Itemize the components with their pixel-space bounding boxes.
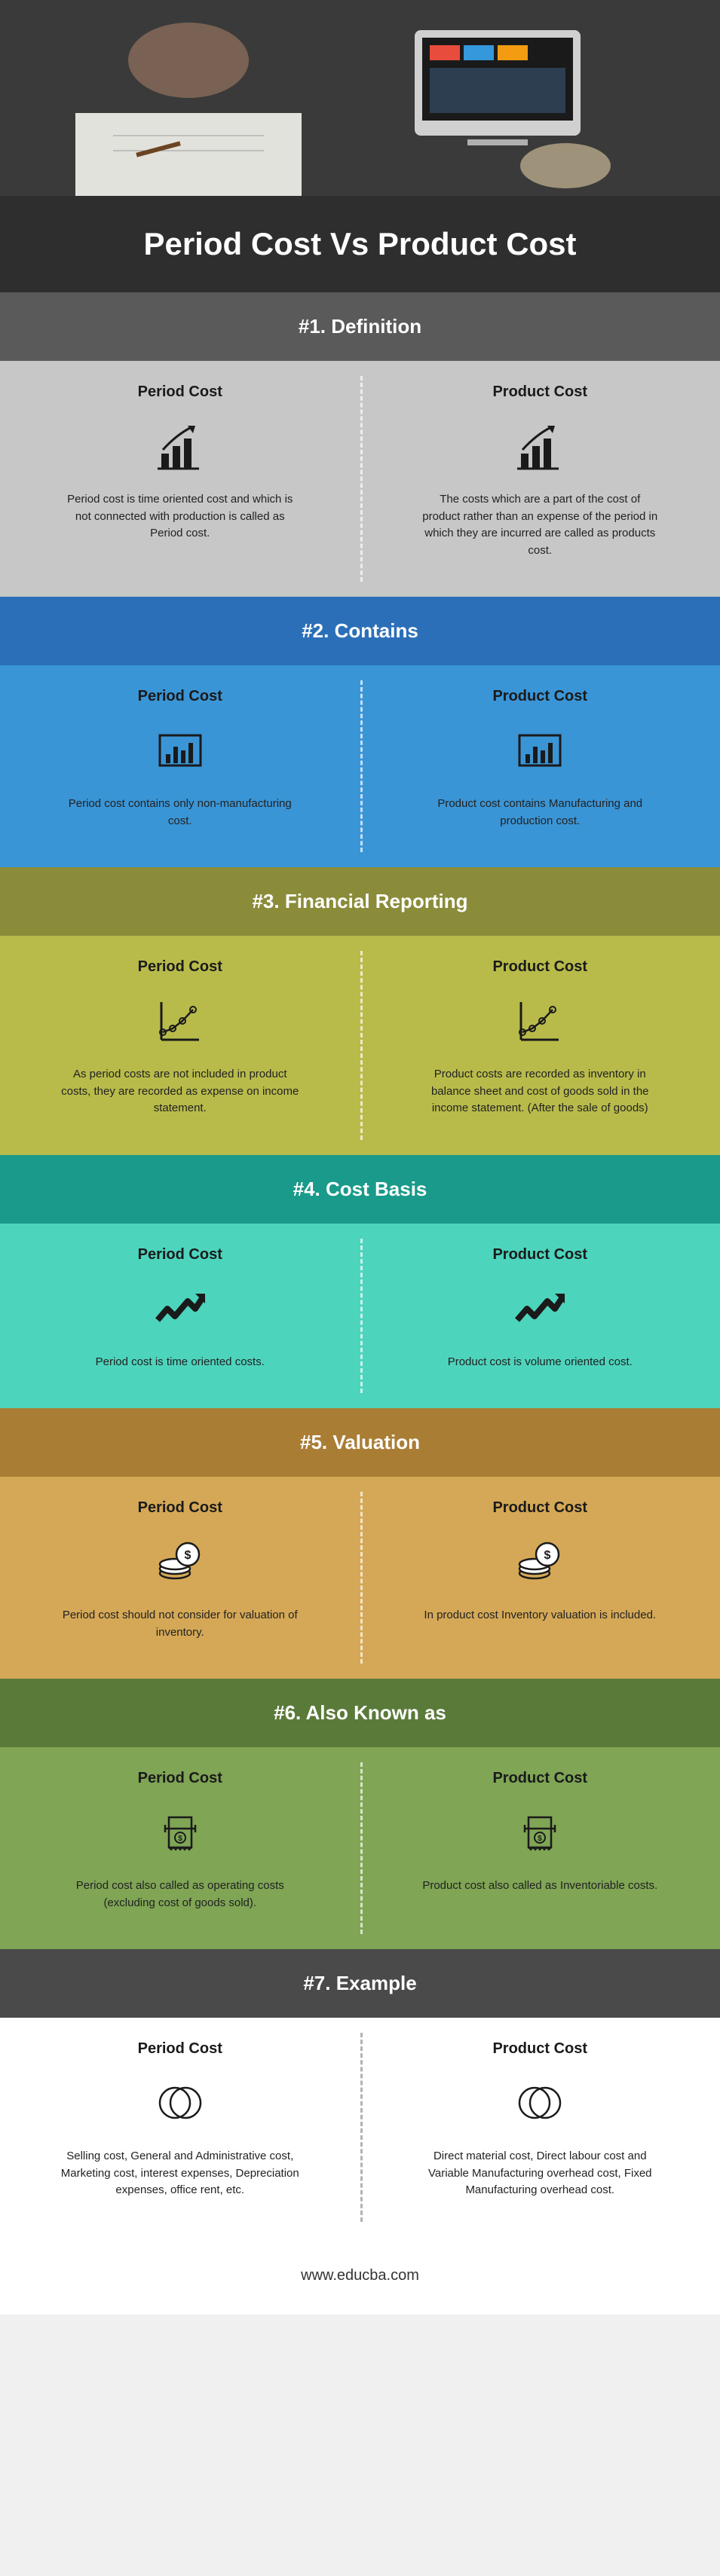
- column-divider: [360, 2033, 363, 2222]
- left-col-title: Period Cost: [30, 958, 330, 976]
- column-divider: [360, 1239, 363, 1394]
- right-icon: [391, 991, 691, 1051]
- section-name: Definition: [331, 315, 421, 338]
- left-text: Period cost is time oriented costs.: [60, 1354, 301, 1371]
- section-name: Example: [336, 1972, 417, 1994]
- right-icon: [391, 2073, 691, 2133]
- right-icon: [391, 416, 691, 476]
- section-body-6: Period Cost Period cost also called as op…: [0, 1747, 720, 1949]
- section-body-1: Period Cost Period cost is time oriented …: [0, 361, 720, 597]
- section-number: #1.: [299, 315, 326, 338]
- section-header-1: #1. Definition: [0, 292, 720, 361]
- right-column: Product Cost The costs which are a part o…: [360, 361, 720, 597]
- right-col-title: Product Cost: [391, 1246, 691, 1264]
- right-col-title: Product Cost: [391, 2040, 691, 2058]
- section-name: Contains: [335, 619, 418, 642]
- section-body-5: Period Cost Period cost should not consid…: [0, 1477, 720, 1679]
- right-icon: [391, 1802, 691, 1862]
- left-icon: [30, 416, 330, 476]
- section-header-4: #4. Cost Basis: [0, 1155, 720, 1224]
- right-col-title: Product Cost: [391, 1770, 691, 1787]
- section-header-7: #7. Example: [0, 1949, 720, 2018]
- left-icon: [30, 991, 330, 1051]
- left-column: Period Cost Period cost contains only non…: [0, 665, 360, 867]
- right-column: Product Cost Product cost is volume orien…: [360, 1224, 720, 1409]
- right-text: Product cost contains Manufacturing and …: [419, 796, 660, 830]
- section-name: Financial Reporting: [285, 890, 468, 912]
- section-number: #3.: [252, 890, 279, 912]
- left-col-title: Period Cost: [30, 1246, 330, 1264]
- right-col-title: Product Cost: [391, 383, 691, 401]
- left-icon: [30, 1802, 330, 1862]
- left-column: Period Cost As period costs are not inclu…: [0, 936, 360, 1155]
- left-col-title: Period Cost: [30, 688, 330, 705]
- right-text: Product cost is volume oriented cost.: [419, 1354, 660, 1371]
- left-icon: [30, 2073, 330, 2133]
- footer-url: www.educba.com: [0, 2237, 720, 2315]
- hero-image: [0, 0, 720, 196]
- left-column: Period Cost Period cost is time oriented …: [0, 1224, 360, 1409]
- right-text: The costs which are a part of the cost o…: [419, 491, 660, 559]
- section-body-3: Period Cost As period costs are not inclu…: [0, 936, 720, 1155]
- column-divider: [360, 1492, 363, 1664]
- section-name: Valuation: [332, 1431, 420, 1453]
- left-col-title: Period Cost: [30, 383, 330, 401]
- right-icon: [391, 720, 691, 781]
- section-header-2: #2. Contains: [0, 597, 720, 665]
- left-text: Period cost also called as operating cos…: [60, 1878, 301, 1911]
- sections-container: #1. Definition Period Cost Period cost is …: [0, 292, 720, 2237]
- left-column: Period Cost Period cost also called as op…: [0, 1747, 360, 1949]
- right-icon: [391, 1532, 691, 1592]
- right-text: Product costs are recorded as inventory …: [419, 1066, 660, 1117]
- right-text: In product cost Inventory valuation is i…: [419, 1607, 660, 1624]
- left-column: Period Cost Period cost is time oriented …: [0, 361, 360, 597]
- column-divider: [360, 680, 363, 852]
- left-text: As period costs are not included in prod…: [60, 1066, 301, 1117]
- section-name: Cost Basis: [326, 1178, 427, 1200]
- section-number: #5.: [300, 1431, 327, 1453]
- section-header-3: #3. Financial Reporting: [0, 867, 720, 936]
- left-text: Period cost should not consider for valu…: [60, 1607, 301, 1641]
- left-text: Period cost contains only non-manufactur…: [60, 796, 301, 830]
- right-col-title: Product Cost: [391, 688, 691, 705]
- right-icon: [391, 1279, 691, 1339]
- infographic-page: Period Cost Vs Product Cost #1. Definiti…: [0, 0, 720, 2315]
- right-column: Product Cost Direct material cost, Direct…: [360, 2018, 720, 2237]
- section-body-7: Period Cost Selling cost, General and Adm…: [0, 2018, 720, 2237]
- column-divider: [360, 1762, 363, 1934]
- left-col-title: Period Cost: [30, 1770, 330, 1787]
- left-column: Period Cost Period cost should not consid…: [0, 1477, 360, 1679]
- right-column: Product Cost In product cost Inventory va…: [360, 1477, 720, 1679]
- section-header-6: #6. Also Known as: [0, 1679, 720, 1747]
- section-body-4: Period Cost Period cost is time oriented …: [0, 1224, 720, 1409]
- left-icon: [30, 1532, 330, 1592]
- section-name: Also Known as: [306, 1701, 446, 1724]
- section-number: #6.: [274, 1701, 301, 1724]
- column-divider: [360, 951, 363, 1140]
- main-title: Period Cost Vs Product Cost: [0, 196, 720, 292]
- section-number: #4.: [293, 1178, 320, 1200]
- right-column: Product Cost Product cost contains Manufa…: [360, 665, 720, 867]
- left-text: Period cost is time oriented cost and wh…: [60, 491, 301, 542]
- section-number: #7.: [303, 1972, 330, 1994]
- right-col-title: Product Cost: [391, 1499, 691, 1517]
- section-number: #2.: [302, 619, 329, 642]
- right-text: Direct material cost, Direct labour cost…: [419, 2148, 660, 2199]
- left-column: Period Cost Selling cost, General and Adm…: [0, 2018, 360, 2237]
- left-col-title: Period Cost: [30, 2040, 330, 2058]
- left-col-title: Period Cost: [30, 1499, 330, 1517]
- left-text: Selling cost, General and Administrative…: [60, 2148, 301, 2199]
- right-column: Product Cost Product cost also called as …: [360, 1747, 720, 1949]
- column-divider: [360, 376, 363, 582]
- right-column: Product Cost Product costs are recorded a…: [360, 936, 720, 1155]
- hero-illustration: [0, 0, 720, 196]
- right-text: Product cost also called as Inventoriabl…: [419, 1878, 660, 1895]
- right-col-title: Product Cost: [391, 958, 691, 976]
- left-icon: [30, 1279, 330, 1339]
- section-header-5: #5. Valuation: [0, 1408, 720, 1477]
- left-icon: [30, 720, 330, 781]
- section-body-2: Period Cost Period cost contains only non…: [0, 665, 720, 867]
